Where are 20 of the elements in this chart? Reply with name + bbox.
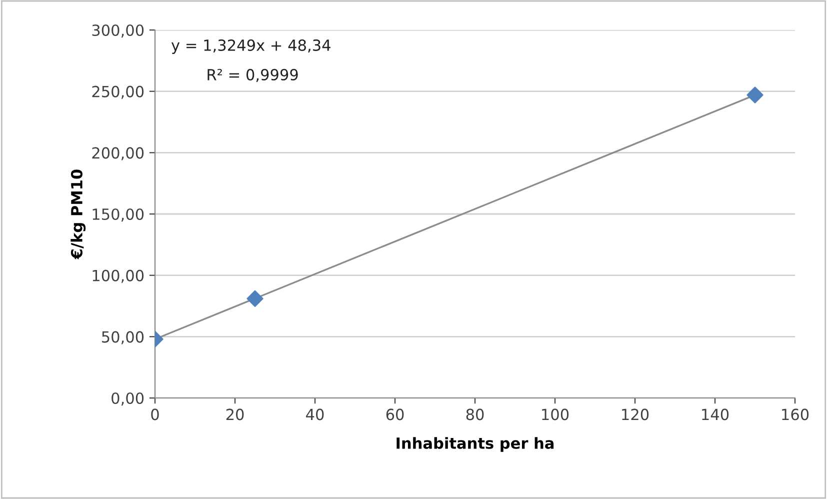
y-tick-label: 250,00	[92, 86, 144, 99]
y-tick-label: 200,00	[92, 147, 144, 160]
x-tick-label: 120	[622, 408, 649, 420]
y-tick-label: 300,00	[92, 24, 144, 38]
x-tick-label: 60	[386, 408, 404, 420]
x-tick-label: 0	[151, 408, 159, 420]
annotation: R² = 0,9999	[208, 68, 298, 82]
x-axis-title: Inhabitants per ha	[396, 437, 554, 452]
x-tick-label: 20	[226, 408, 244, 420]
y-tick-label: 150,00	[92, 208, 144, 222]
y-tick-label: 0,00	[112, 392, 144, 406]
y-axis-title: €/kg PM10	[70, 170, 86, 260]
y-tick-label: 50,00	[102, 331, 144, 344]
x-tick-label: 40	[306, 408, 324, 420]
x-tick-label: 80	[466, 408, 484, 420]
x-tick-label: 160	[782, 408, 809, 420]
annotation: y = 1,3249x + 48,34	[171, 39, 330, 54]
x-tick-label: 140	[702, 408, 729, 420]
x-tick-label: 100	[542, 408, 569, 420]
y-tick-label: 100,00	[92, 270, 144, 283]
